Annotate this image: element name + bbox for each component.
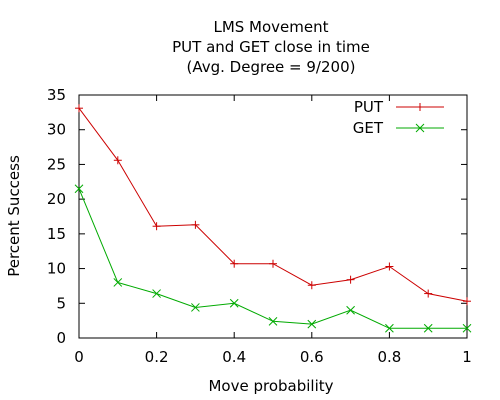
chart-titles: LMS Movement PUT and GET close in time (… bbox=[172, 18, 370, 76]
plot-frame bbox=[78, 94, 468, 339]
x-tick-label: 0.2 bbox=[145, 348, 169, 366]
y-tick-label: 0 bbox=[56, 329, 66, 347]
legend-label-get: GET bbox=[353, 119, 384, 137]
y-tick-label: 5 bbox=[56, 294, 66, 312]
y-tick-label: 35 bbox=[47, 86, 66, 104]
data-point-get bbox=[346, 305, 355, 315]
series-layer bbox=[74, 104, 472, 333]
x-tick-label: 1 bbox=[462, 348, 472, 366]
data-point-get bbox=[229, 298, 239, 308]
x-tick-label: 0.8 bbox=[377, 348, 401, 366]
series-put bbox=[75, 104, 471, 306]
data-point-get bbox=[152, 289, 161, 298]
data-point-get bbox=[307, 319, 317, 329]
legend: PUT GET bbox=[353, 98, 444, 137]
y-tick-label: 20 bbox=[47, 190, 66, 208]
data-point-get bbox=[113, 278, 123, 287]
y-tick-label: 30 bbox=[47, 121, 66, 139]
data-point-get bbox=[423, 323, 433, 333]
x-tick-label: 0.6 bbox=[300, 348, 324, 366]
series-put-line bbox=[78, 107, 468, 302]
chart-subtitle: PUT and GET close in time bbox=[172, 38, 370, 56]
x-tick-label: 0 bbox=[74, 348, 84, 366]
legend-label-put: PUT bbox=[354, 98, 384, 116]
y-tick-label: 15 bbox=[47, 225, 66, 243]
y-tick-label: 25 bbox=[47, 155, 66, 173]
series-get bbox=[74, 184, 472, 333]
data-point-get bbox=[462, 323, 472, 333]
y-axis-label: Percent Success bbox=[5, 155, 23, 277]
series-get-line bbox=[78, 188, 467, 329]
x-tick-label: 0.4 bbox=[222, 348, 246, 366]
x-axis-label: Move probability bbox=[208, 377, 333, 395]
data-point-get bbox=[74, 184, 84, 194]
data-point-get bbox=[268, 316, 278, 326]
data-point-get bbox=[191, 303, 200, 312]
legend-marker-get bbox=[415, 123, 425, 133]
chart-title: LMS Movement bbox=[213, 18, 328, 36]
chart-subtitle-2: (Avg. Degree = 9/200) bbox=[187, 58, 356, 76]
data-point-get bbox=[385, 323, 394, 333]
y-tick-label: 10 bbox=[47, 260, 66, 278]
